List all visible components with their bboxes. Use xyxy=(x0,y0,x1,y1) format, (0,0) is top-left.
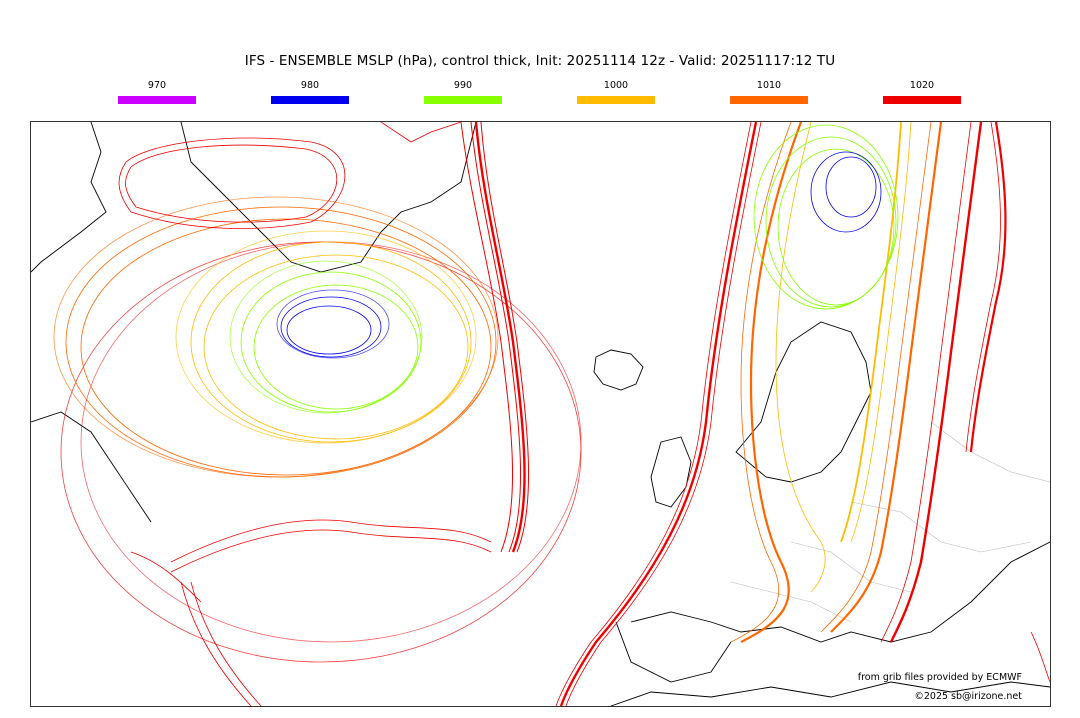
legend-swatch xyxy=(118,96,196,104)
iceland xyxy=(593,349,644,391)
legend-label: 990 xyxy=(453,80,473,91)
labrador xyxy=(31,411,152,523)
legend-swatch xyxy=(577,96,655,104)
british-isles xyxy=(650,436,692,508)
isobar-1010-west-c xyxy=(53,196,499,478)
legend-item-990: 990 xyxy=(424,79,502,104)
greenland-high xyxy=(118,122,462,229)
legend-item-970: 970 xyxy=(118,79,196,104)
legend-item-1020: 1020 xyxy=(883,79,961,104)
legend-swatch xyxy=(271,96,349,104)
isobar-980-west-c xyxy=(276,289,390,359)
europe-coast xyxy=(630,541,1050,643)
iberia xyxy=(615,621,732,683)
greenland-coast xyxy=(31,122,107,273)
isobar-1000-west-b xyxy=(203,254,469,440)
southwest-high xyxy=(130,519,492,706)
isobar-980-west-b xyxy=(286,305,372,355)
legend-label: 970 xyxy=(147,80,167,91)
data-source-credit: from grib files provided by ECMWF xyxy=(857,672,1022,683)
isobar-1010-west-b xyxy=(80,218,492,476)
legend-label: 980 xyxy=(300,80,320,91)
legend-swatch xyxy=(424,96,502,104)
legend-item-1000: 1000 xyxy=(577,79,655,104)
map-frame xyxy=(30,121,1051,707)
isobar-990-west xyxy=(240,271,422,413)
map-title: IFS - ENSEMBLE MSLP (hPa), control thick… xyxy=(244,53,836,69)
isobar-1000-west xyxy=(190,241,472,443)
coastlines xyxy=(31,122,1050,706)
copyright-credit: ©2025 sb@irizone.net xyxy=(914,691,1022,702)
isobar-990-west-c xyxy=(229,260,423,414)
legend-label: 1010 xyxy=(756,80,782,91)
north-africa xyxy=(610,681,1050,706)
isobar-980-west xyxy=(280,296,382,358)
legend-item-980: 980 xyxy=(271,79,349,104)
isobar-map xyxy=(31,122,1050,706)
borders xyxy=(730,421,1050,623)
legend-item-1010: 1010 xyxy=(730,79,808,104)
isobar-990-west-b xyxy=(253,284,419,410)
greenland-coast-2 xyxy=(180,122,477,273)
low-west xyxy=(53,196,582,663)
scandinavia xyxy=(735,321,872,483)
legend-label: 1000 xyxy=(603,80,629,91)
legend-label: 1020 xyxy=(909,80,935,91)
legend-swatch xyxy=(730,96,808,104)
east-greenland-band xyxy=(460,122,530,553)
east-edge-high xyxy=(965,122,1007,453)
low-east xyxy=(555,122,1050,706)
legend-swatch xyxy=(883,96,961,104)
isobar-1000-west-c xyxy=(175,230,477,444)
